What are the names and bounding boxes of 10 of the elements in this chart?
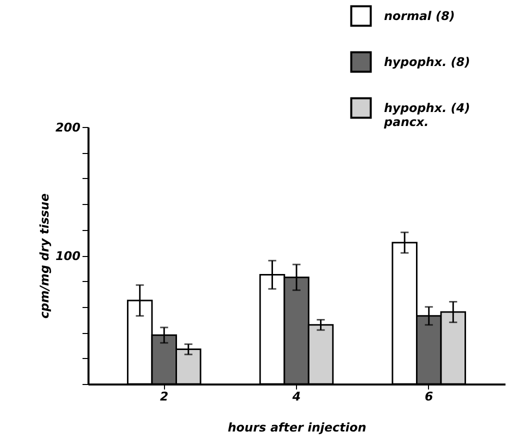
- y-tick-label: 100: [55, 249, 80, 263]
- legend-label: normal (8): [384, 9, 455, 23]
- x-tick-label: 6: [424, 390, 434, 404]
- x-tick-label: 4: [291, 390, 301, 404]
- x-tick-label: 2: [160, 390, 168, 404]
- legend-label: hypophx. (4) pancx.: [383, 101, 470, 129]
- legend-label: hypophx. (8): [384, 55, 470, 69]
- y-axis-title: cpm/mg dry tissue: [37, 193, 52, 319]
- y-tick-label: 200: [55, 120, 80, 134]
- x-axis-title: hours after injection: [228, 420, 366, 434]
